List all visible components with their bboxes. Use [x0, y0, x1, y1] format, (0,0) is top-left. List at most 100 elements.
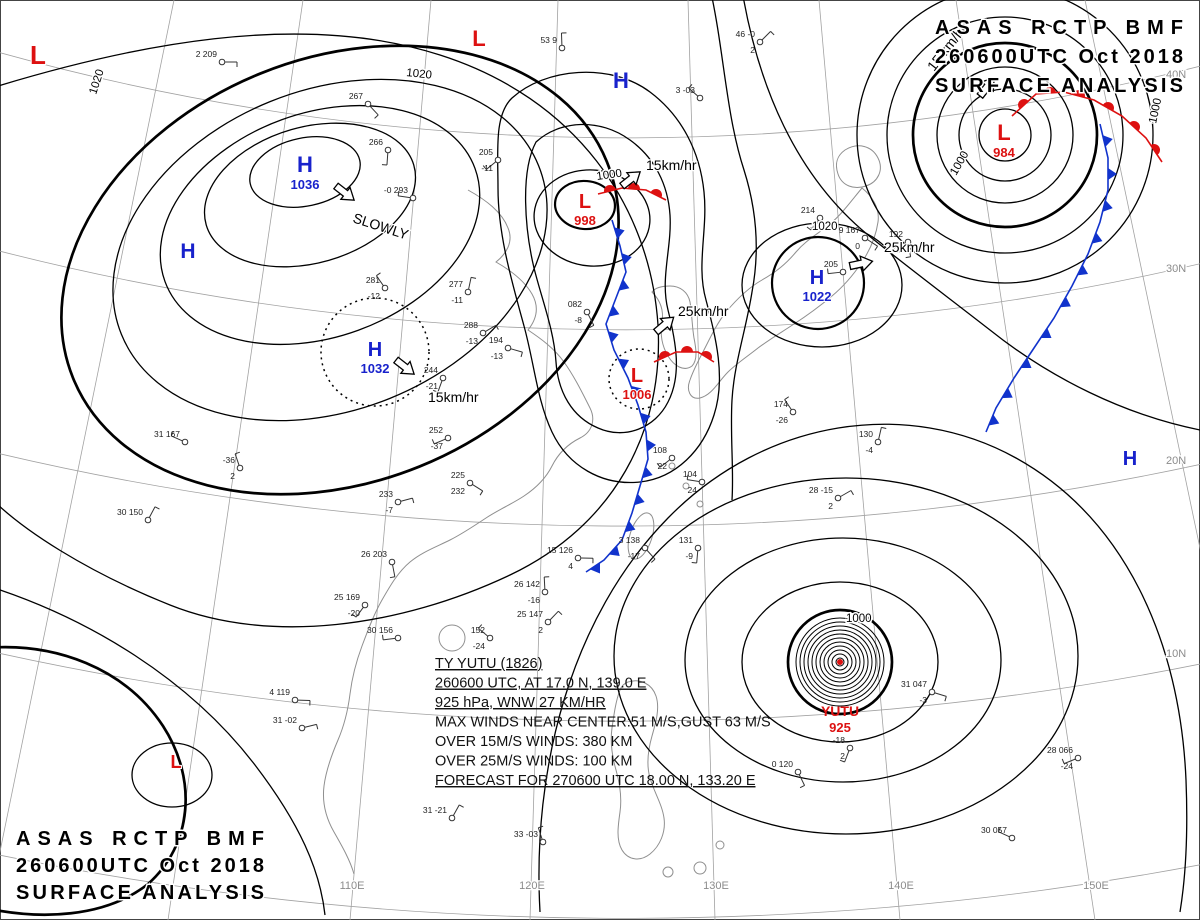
isobar-contour — [112, 78, 548, 422]
wind-barb-icon — [840, 490, 852, 497]
typhoon-ring — [807, 629, 873, 695]
cold-front-triangle-icon — [1091, 232, 1103, 244]
station-plot: 104 24 — [683, 469, 706, 495]
station-obs-value: 2 — [230, 471, 235, 481]
graticule-parallel — [0, 250, 1200, 331]
wind-barb-icon — [472, 484, 483, 492]
typhoon-info-line: FORECAST FOR 270600 UTC 18.00 N, 133.20 … — [435, 773, 756, 789]
typhoon-ring — [815, 637, 865, 687]
low-pressure-marker: L — [30, 40, 46, 70]
station-plot: -18 2 — [833, 735, 854, 763]
typhoon-ring — [795, 617, 885, 707]
high-pressure-marker: H — [297, 152, 313, 177]
station-plot: 108 22 — [653, 445, 676, 471]
station-obs-value: 2 — [750, 45, 755, 55]
cold-front-triangle-icon — [1020, 358, 1032, 368]
wind-barb-icon — [369, 105, 379, 116]
isobar-contour — [0, 33, 660, 628]
low-pressure-value: 998 — [574, 213, 596, 228]
latitude-label: 40N — [1166, 69, 1186, 81]
station-obs-value: -21 — [426, 381, 439, 391]
high-pressure-marker: H — [1123, 448, 1137, 470]
station-obs-value: 225 — [451, 470, 465, 480]
station-obs-value: 46 -0 — [736, 29, 756, 39]
station-obs-value: 152 — [471, 625, 485, 635]
station-plot: 2 209 — [196, 49, 238, 67]
cold-front-triangle-icon — [634, 493, 645, 506]
station-obs-value: -8 — [574, 315, 582, 325]
low-pressure-marker: L — [472, 26, 485, 51]
isobar-contour — [496, 71, 721, 484]
station-obs-value: -13 — [466, 336, 479, 346]
station-plot: 3 138 -17 — [619, 535, 656, 563]
wind-barb-icon — [400, 497, 413, 502]
wind-barb-icon — [386, 152, 389, 165]
isobar-contour-1000 — [786, 608, 894, 716]
wind-barb-icon — [646, 549, 656, 560]
graticule-meridian — [349, 0, 432, 920]
station-obs-value: -9 — [685, 551, 693, 561]
graticule-meridian — [955, 0, 1096, 920]
typhoon-ring — [811, 633, 869, 691]
station-obs-value: 33 -03 — [514, 829, 538, 839]
station-plot: 267 — [349, 91, 379, 119]
movement-arrow-icon — [392, 356, 416, 375]
wind-barb-icon — [383, 637, 396, 641]
station-plots-layer: 2 209 267 266 205 -11 -0 293 281 -12 277 -11 288 -1… — [117, 29, 1082, 846]
typhoon-central-pressure: 925 — [829, 720, 851, 735]
warm-front-semicircle-icon — [604, 185, 616, 193]
wind-barb-icon — [392, 564, 396, 577]
station-plot: 277 -11 — [449, 276, 477, 305]
station-plot: 25 169 -20 — [334, 592, 369, 618]
station-plot: 28 -15 2 — [809, 485, 854, 511]
station-plot: 192 -28 — [889, 229, 912, 259]
wind-barb-icon — [485, 324, 497, 332]
cold-front-triangle-icon — [621, 253, 632, 265]
dashed-weak-system-circle — [608, 348, 670, 410]
station-plot: 281 -12 — [366, 272, 389, 301]
station-obs-value: -36 — [223, 455, 236, 465]
isobar-contour — [538, 423, 1188, 913]
station-obs-value: 104 — [683, 469, 697, 479]
station-plot: 214 3 — [801, 205, 824, 231]
station-plot: 130 -4 — [859, 426, 887, 455]
cold-front-triangle-icon — [618, 358, 630, 370]
station-plot: 26 203 — [361, 549, 396, 579]
title-line-2: 260600UTC Oct 2018 — [16, 855, 264, 877]
typhoon-ring — [831, 653, 849, 671]
wind-barb-icon — [810, 220, 819, 231]
cold-front-triangle-icon — [1040, 328, 1052, 338]
isobar-contour — [741, 222, 903, 348]
isobar-value-label: 1020 — [406, 67, 433, 82]
coastline-japan — [687, 187, 879, 399]
station-obs-value: -18 — [833, 735, 846, 745]
station-plot: 252 -37 — [429, 425, 452, 451]
warm-front-semicircle-icon — [681, 346, 693, 352]
graticule-parallel — [0, 652, 1200, 722]
station-obs-value: 30 057 — [981, 825, 1007, 835]
station-obs-value: 267 — [349, 91, 363, 101]
station-obs-value: 288 — [464, 320, 478, 330]
station-plot: 288 -13 — [464, 320, 499, 346]
isobar-contour — [886, 16, 1124, 254]
wind-barb-icon — [543, 576, 546, 590]
high-pressure-marker: H — [368, 339, 382, 361]
typhoon-ring — [835, 657, 845, 667]
low-pressure-marker: L — [997, 120, 1010, 145]
station-plot: 174 -26 — [774, 396, 797, 425]
cold-front-triangle-icon — [614, 227, 625, 239]
movement-speed-label: 25km/hr — [884, 239, 935, 255]
station-plot: -36 2 — [223, 451, 244, 481]
high-pressure-marker: H — [180, 240, 195, 263]
typhoon-info-line: OVER 25M/S WINDS: 100 KM — [435, 754, 632, 770]
wind-barb-icon — [486, 161, 496, 170]
low-pressure-marker: L — [171, 752, 182, 772]
wind-barb-icon — [696, 550, 699, 563]
cold-front-triangle-icon — [618, 279, 630, 291]
station-plot: 266 — [369, 137, 392, 166]
wind-barb-icon — [437, 380, 443, 393]
station-plot: 25 147 2 — [517, 609, 563, 635]
wind-barb-icon — [844, 750, 850, 763]
station-plot: 31 -21 — [423, 804, 464, 822]
